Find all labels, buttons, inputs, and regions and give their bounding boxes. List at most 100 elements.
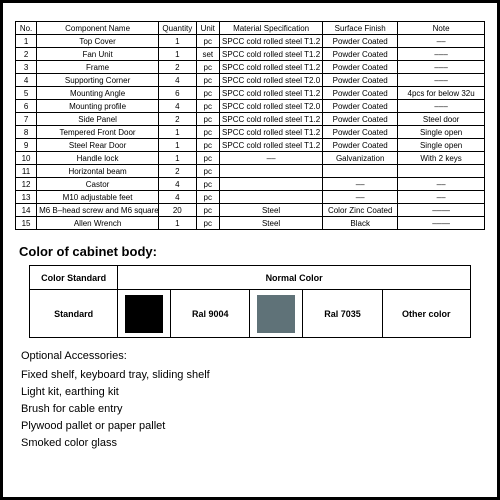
table-cell: Powder Coated bbox=[323, 139, 398, 152]
table-cell: pc bbox=[196, 100, 219, 113]
table-cell: Galvanization bbox=[323, 152, 398, 165]
table-row: 2Fan Unit1setSPCC cold rolled steel T1.2… bbox=[16, 48, 485, 61]
table-row: 4Supporting Corner4pcSPCC cold rolled st… bbox=[16, 74, 485, 87]
color-head-right: Normal Color bbox=[118, 266, 471, 290]
table-cell: 5 bbox=[16, 87, 37, 100]
table-cell: 3 bbox=[16, 61, 37, 74]
table-cell: Top Cover bbox=[37, 35, 159, 48]
table-cell: 20 bbox=[159, 204, 197, 217]
table-cell: Mounting profile bbox=[37, 100, 159, 113]
table-cell: Powder Coated bbox=[323, 61, 398, 74]
col-unit: Unit bbox=[196, 22, 219, 35]
swatch-ral9004-cell bbox=[118, 290, 171, 338]
table-cell: Horizontal beam bbox=[37, 165, 159, 178]
table-cell: Black bbox=[323, 217, 398, 230]
table-cell: pc bbox=[196, 204, 219, 217]
accessories-line: Fixed shelf, keyboard tray, sliding shel… bbox=[21, 367, 485, 384]
swatch-ral7035 bbox=[257, 295, 295, 333]
table-cell: Mounting Angle bbox=[37, 87, 159, 100]
table-cell: ––– bbox=[398, 74, 485, 87]
table-cell: 4 bbox=[159, 74, 197, 87]
table-row: 6Mounting profile4pcSPCC cold rolled ste… bbox=[16, 100, 485, 113]
table-cell: pc bbox=[196, 35, 219, 48]
table-cell: Powder Coated bbox=[323, 35, 398, 48]
table-cell: 1 bbox=[159, 139, 197, 152]
table-cell bbox=[220, 178, 323, 191]
table-cell: set bbox=[196, 48, 219, 61]
color-standard: Standard bbox=[30, 290, 118, 338]
table-cell: Powder Coated bbox=[323, 74, 398, 87]
table-row: 7Side Panel2pcSPCC cold rolled steel T1.… bbox=[16, 113, 485, 126]
table-cell bbox=[323, 165, 398, 178]
table-cell: pc bbox=[196, 165, 219, 178]
accessories-block: Optional Accessories: Fixed shelf, keybo… bbox=[21, 348, 485, 452]
table-row: 15Allen Wrench1pcSteelBlack–––– bbox=[16, 217, 485, 230]
table-cell: Side Panel bbox=[37, 113, 159, 126]
label-ral7035: Ral 7035 bbox=[303, 290, 382, 338]
table-cell: 4 bbox=[16, 74, 37, 87]
table-cell: –– bbox=[220, 152, 323, 165]
color-row: Standard Ral 9004 Ral 7035 Other color bbox=[30, 290, 471, 338]
table-cell: 6 bbox=[159, 87, 197, 100]
table-cell: pc bbox=[196, 139, 219, 152]
col-name: Component Name bbox=[37, 22, 159, 35]
table-cell: Steel Rear Door bbox=[37, 139, 159, 152]
table-cell: 13 bbox=[16, 191, 37, 204]
table-cell: SPCC cold rolled steel T2.0 bbox=[220, 74, 323, 87]
table-cell: M6 B–head screw and M6 square nut bbox=[37, 204, 159, 217]
table-cell: M10 adjustable feet bbox=[37, 191, 159, 204]
table-cell: pc bbox=[196, 74, 219, 87]
table-cell: 4 bbox=[159, 100, 197, 113]
accessories-line: Brush for cable entry bbox=[21, 401, 485, 418]
table-cell: 1 bbox=[159, 126, 197, 139]
table-cell: SPCC cold rolled steel T1.2 bbox=[220, 126, 323, 139]
table-cell: 2 bbox=[159, 113, 197, 126]
table-cell: SPCC cold rolled steel T1.2 bbox=[220, 87, 323, 100]
table-cell: Fan Unit bbox=[37, 48, 159, 61]
table-cell: 2 bbox=[159, 61, 197, 74]
table-cell: SPCC cold rolled steel T1.2 bbox=[220, 113, 323, 126]
table-row: 11Horizontal beam2pc bbox=[16, 165, 485, 178]
table-cell: pc bbox=[196, 152, 219, 165]
table-cell bbox=[220, 191, 323, 204]
table-cell: Powder Coated bbox=[323, 113, 398, 126]
table-cell: 1 bbox=[159, 48, 197, 61]
table-cell: 8 bbox=[16, 126, 37, 139]
table-cell: Handle lock bbox=[37, 152, 159, 165]
table-cell: 12 bbox=[16, 178, 37, 191]
table-cell: 15 bbox=[16, 217, 37, 230]
table-cell: pc bbox=[196, 126, 219, 139]
table-cell: pc bbox=[196, 178, 219, 191]
table-row: 5Mounting Angle6pcSPCC cold rolled steel… bbox=[16, 87, 485, 100]
spec-table-head: No. Component Name Quantity Unit Materia… bbox=[16, 22, 485, 35]
table-cell: –– bbox=[398, 35, 485, 48]
table-row: 13M10 adjustable feet4pc–––– bbox=[16, 191, 485, 204]
table-cell: SPCC cold rolled steel T1.2 bbox=[220, 35, 323, 48]
swatch-ral9004 bbox=[125, 295, 163, 333]
label-ral9004: Ral 9004 bbox=[171, 290, 250, 338]
spec-table-body: 1Top Cover1pcSPCC cold rolled steel T1.2… bbox=[16, 35, 485, 230]
table-row: 9Steel Rear Door1pcSPCC cold rolled stee… bbox=[16, 139, 485, 152]
table-cell: Supporting Corner bbox=[37, 74, 159, 87]
table-cell: SPCC cold rolled steel T1.2 bbox=[220, 139, 323, 152]
table-cell: 4 bbox=[159, 178, 197, 191]
table-cell: Steel door bbox=[398, 113, 485, 126]
table-cell: SPCC cold rolled steel T1.2 bbox=[220, 61, 323, 74]
table-cell: –– bbox=[398, 191, 485, 204]
table-cell: Powder Coated bbox=[323, 100, 398, 113]
color-head-left: Color Standard bbox=[30, 266, 118, 290]
accessories-line: Plywood pallet or paper pallet bbox=[21, 418, 485, 435]
table-cell: SPCC cold rolled steel T1.2 bbox=[220, 48, 323, 61]
table-row: 3Frame2pcSPCC cold rolled steel T1.2Powd… bbox=[16, 61, 485, 74]
table-cell: –––– bbox=[398, 204, 485, 217]
table-cell: ––– bbox=[398, 61, 485, 74]
swatch-ral7035-cell bbox=[250, 290, 303, 338]
table-row: 12Castor4pc–––– bbox=[16, 178, 485, 191]
col-mat: Material Specification bbox=[220, 22, 323, 35]
table-cell: –– bbox=[398, 178, 485, 191]
table-cell: Frame bbox=[37, 61, 159, 74]
table-cell: With 2 keys bbox=[398, 152, 485, 165]
table-cell: 10 bbox=[16, 152, 37, 165]
table-cell: 1 bbox=[159, 35, 197, 48]
table-cell: pc bbox=[196, 191, 219, 204]
